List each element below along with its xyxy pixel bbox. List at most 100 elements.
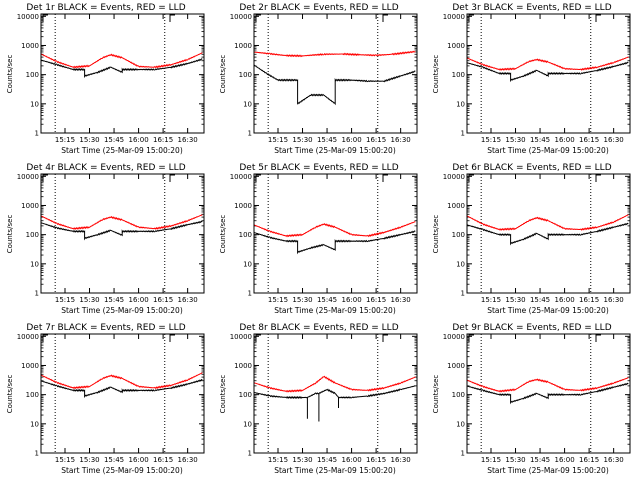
x-tick-label: 16:30 xyxy=(604,296,624,304)
corner-bracket-left xyxy=(42,334,48,342)
y-tick-label: 10 xyxy=(30,420,39,428)
y-tick-label: 10000 xyxy=(443,13,465,21)
x-tick-label: 16:00 xyxy=(554,456,574,464)
x-tick-label: 15:30 xyxy=(79,136,99,144)
corner-bracket-left xyxy=(255,334,261,342)
x-tick-label: 16:30 xyxy=(391,136,411,144)
y-axis-label: Counts/sec xyxy=(6,55,14,94)
x-tick-label: 15:45 xyxy=(104,296,124,304)
corner-bracket-right xyxy=(382,174,388,182)
x-tick-label: 15:15 xyxy=(55,456,75,464)
y-tick-label: 10 xyxy=(456,420,465,428)
x-tick-label: 16:00 xyxy=(341,456,361,464)
y-tick-label: 1 xyxy=(461,450,465,458)
y-tick-label: 100 xyxy=(26,71,39,79)
plot-frame xyxy=(466,173,631,294)
y-tick-label: 10000 xyxy=(443,173,465,181)
corner-bracket-right xyxy=(595,174,601,182)
x-axis-label: Start Time (25-Mar-09 15:00:20) xyxy=(487,306,609,315)
x-tick-label: 15:45 xyxy=(530,456,550,464)
x-tick-label: 16:15 xyxy=(579,136,599,144)
x-tick-label: 16:30 xyxy=(604,456,624,464)
x-axis-label: Start Time (25-Mar-09 15:00:20) xyxy=(61,306,183,315)
x-tick-label: 16:30 xyxy=(391,456,411,464)
y-axis-label: Counts/sec xyxy=(219,215,227,254)
x-tick-label: 15:30 xyxy=(79,456,99,464)
y-axis-label: Counts/sec xyxy=(219,55,227,94)
y-axis-label: Counts/sec xyxy=(219,375,227,414)
panel-title: Det 4r BLACK = Events, RED = LLD xyxy=(26,163,185,173)
series-line-events xyxy=(40,58,203,79)
x-tick-label: 16:15 xyxy=(153,296,173,304)
panel-title: Det 6r BLACK = Events, RED = LLD xyxy=(452,163,611,173)
plot-frame xyxy=(40,173,205,294)
x-axis-label: Start Time (25-Mar-09 15:00:20) xyxy=(487,466,609,475)
detector-panel-7: Det 7r BLACK = Events, RED = LLD 1 10 100 10… xyxy=(6,323,205,475)
panel-title: Det 8r BLACK = Events, RED = LLD xyxy=(239,323,398,333)
panel-title: Det 7r BLACK = Events, RED = LLD xyxy=(26,323,185,333)
y-tick-label: 1000 xyxy=(21,42,39,50)
y-tick-label: 1000 xyxy=(234,42,252,50)
plot-frame xyxy=(466,13,631,134)
x-tick-label: 16:15 xyxy=(366,456,386,464)
x-tick-label: 16:30 xyxy=(178,136,198,144)
x-tick-label: 15:30 xyxy=(292,456,312,464)
x-tick-label: 15:30 xyxy=(505,136,525,144)
y-tick-label: 1000 xyxy=(21,202,39,210)
y-tick-label: 1 xyxy=(35,450,39,458)
series-line-events xyxy=(466,61,629,83)
x-tick-label: 15:45 xyxy=(317,296,337,304)
x-tick-label: 16:00 xyxy=(554,136,574,144)
corner-bracket-left xyxy=(468,334,474,342)
x-tick-label: 15:45 xyxy=(104,136,124,144)
x-tick-label: 15:45 xyxy=(104,456,124,464)
corner-bracket-right xyxy=(382,14,388,22)
y-axis-label: Counts/sec xyxy=(432,215,440,254)
plot-frame xyxy=(40,13,205,134)
x-tick-label: 15:15 xyxy=(481,136,501,144)
y-tick-label: 1000 xyxy=(447,362,465,370)
x-tick-label: 16:15 xyxy=(366,296,386,304)
x-tick-label: 15:15 xyxy=(481,456,501,464)
series-line-events xyxy=(40,220,203,241)
series-line-events xyxy=(40,379,203,399)
y-tick-label: 10 xyxy=(456,100,465,108)
corner-bracket-left xyxy=(468,174,474,182)
series-line-lld xyxy=(40,214,203,231)
x-axis-label: Start Time (25-Mar-09 15:00:20) xyxy=(274,306,396,315)
y-tick-label: 1000 xyxy=(447,202,465,210)
plot-frame xyxy=(253,173,418,294)
y-tick-label: 100 xyxy=(239,391,252,399)
x-tick-label: 16:15 xyxy=(153,136,173,144)
panel-title: Det 5r BLACK = Events, RED = LLD xyxy=(239,163,398,173)
plot-frame xyxy=(466,333,631,454)
series-line-events xyxy=(253,230,416,255)
detector-panel-2: Det 2r BLACK = Events, RED = LLD 1 10 100 10… xyxy=(219,3,418,155)
y-tick-label: 10 xyxy=(456,260,465,268)
detector-panel-5: Det 5r BLACK = Events, RED = LLD 1 10 100 10… xyxy=(219,163,418,315)
y-tick-label: 10 xyxy=(30,100,39,108)
x-axis-label: Start Time (25-Mar-09 15:00:20) xyxy=(274,466,396,475)
corner-bracket-left xyxy=(255,14,261,22)
x-tick-label: 15:30 xyxy=(292,296,312,304)
x-tick-label: 15:15 xyxy=(55,296,75,304)
corner-bracket-right xyxy=(595,334,601,342)
detector-panel-9: Det 9r BLACK = Events, RED = LLD 1 10 100 10… xyxy=(432,323,631,475)
series-line-events xyxy=(466,382,629,405)
x-tick-label: 15:15 xyxy=(268,136,288,144)
series-line-lld xyxy=(466,377,629,393)
series-line-lld xyxy=(40,52,203,69)
plot-frame xyxy=(253,13,418,134)
y-tick-label: 1 xyxy=(35,130,39,138)
y-tick-label: 100 xyxy=(239,71,252,79)
y-axis-label: Counts/sec xyxy=(6,375,14,414)
series-line-lld xyxy=(40,372,203,390)
x-axis-label: Start Time (25-Mar-09 15:00:20) xyxy=(61,146,183,155)
x-tick-label: 15:15 xyxy=(481,296,501,304)
y-tick-label: 1000 xyxy=(234,202,252,210)
x-tick-label: 16:15 xyxy=(579,296,599,304)
x-tick-label: 15:15 xyxy=(268,456,288,464)
corner-bracket-right xyxy=(595,14,601,22)
y-tick-label: 100 xyxy=(26,391,39,399)
y-tick-label: 1 xyxy=(248,290,252,298)
